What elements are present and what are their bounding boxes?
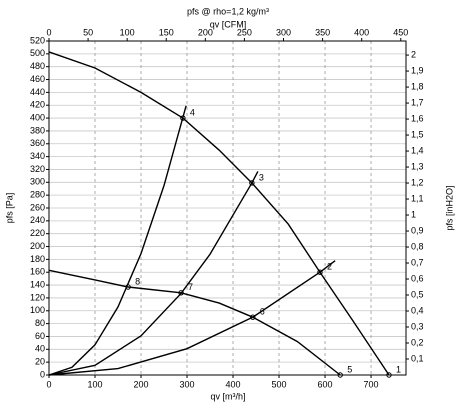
y2-tick-label: 0,4 <box>411 305 424 315</box>
y2-tick-label: 0,9 <box>411 225 424 235</box>
y-tick-label: 360 <box>30 138 45 148</box>
x2-tick-label: 100 <box>120 27 135 37</box>
y2-tick-label: 0,1 <box>411 353 424 363</box>
x2-tick-label: 0 <box>46 27 51 37</box>
y-tick-label: 120 <box>30 292 45 302</box>
y-axis-label: pfs [Pa] <box>4 193 14 224</box>
y-tick-label: 20 <box>35 357 45 367</box>
curve <box>48 269 341 376</box>
y-tick-label: 260 <box>30 202 45 212</box>
point-label: 2 <box>327 262 332 272</box>
x-tick-label: 100 <box>87 379 102 389</box>
operating-point <box>180 115 186 121</box>
curve <box>48 105 187 376</box>
y2-tick-label: 1,4 <box>411 145 424 155</box>
y-tick-label: 380 <box>30 125 45 135</box>
operating-point <box>250 314 256 320</box>
y2-tick-label: 1,6 <box>411 113 424 123</box>
y2-tick-label: 0,6 <box>411 273 424 283</box>
curve <box>48 51 390 376</box>
y-tick-label: 480 <box>30 61 45 71</box>
y-tick-label: 340 <box>30 151 45 161</box>
y2-tick-label: 0,3 <box>411 321 424 331</box>
x2-tick-label: 250 <box>237 27 252 37</box>
x-tick-label: 500 <box>272 379 287 389</box>
y-tick-label: 440 <box>30 87 45 97</box>
y-tick-label: 180 <box>30 254 45 264</box>
y-tick-label: 500 <box>30 48 45 58</box>
y2-tick-label: 1,7 <box>411 97 424 107</box>
operating-point <box>125 284 131 290</box>
y-tick-label: 520 <box>30 35 45 45</box>
x-axis-label: qv [m³/h] <box>210 391 245 401</box>
x2-tick-label: 450 <box>393 27 408 37</box>
y-tick-label: 40 <box>35 344 45 354</box>
plot-frame <box>48 40 407 376</box>
x-tick-label: 400 <box>226 379 241 389</box>
point-label: 1 <box>396 364 401 374</box>
chart-title: pfs @ rho=1,2 kg/m³ <box>187 6 269 16</box>
y-tick-label: 400 <box>30 112 45 122</box>
y-tick-label: 220 <box>30 228 45 238</box>
x2-axis-label: qv [CFM] <box>210 19 247 29</box>
x-tick-label: 200 <box>133 379 148 389</box>
y2-tick-label: 1,5 <box>411 129 424 139</box>
x-tick-label: 300 <box>179 379 194 389</box>
curve <box>48 171 259 376</box>
y2-tick-label: 1,3 <box>411 161 424 171</box>
y-tick-label: 160 <box>30 267 45 277</box>
y-tick-label: 200 <box>30 241 45 251</box>
y2-tick-label: 0,5 <box>411 289 424 299</box>
y-tick-label: 140 <box>30 279 45 289</box>
point-label: 4 <box>190 107 195 117</box>
y-tick-label: 280 <box>30 190 45 200</box>
x2-tick-label: 350 <box>315 27 330 37</box>
y2-axis-label: pfs [inH2O] <box>444 185 454 230</box>
operating-point <box>317 269 323 275</box>
y2-tick-label: 0,7 <box>411 257 424 267</box>
y-tick-label: 80 <box>35 318 45 328</box>
y2-tick-label: 1,2 <box>411 177 424 187</box>
y2-tick-label: 1 <box>411 209 416 219</box>
point-label: 6 <box>260 307 265 317</box>
y-tick-label: 100 <box>30 305 45 315</box>
y-tick-label: 460 <box>30 74 45 84</box>
operating-point <box>386 372 392 378</box>
y-tick-label: 0 <box>40 369 45 379</box>
y-tick-label: 60 <box>35 331 45 341</box>
y2-tick-label: 1,1 <box>411 193 424 203</box>
y-tick-label: 320 <box>30 164 45 174</box>
point-label: 7 <box>188 282 193 292</box>
operating-point <box>178 290 184 296</box>
x-tick-label: 0 <box>46 379 51 389</box>
operating-point <box>249 180 255 186</box>
point-label: 3 <box>259 172 264 182</box>
point-label: 5 <box>347 364 352 374</box>
x-tick-label: 600 <box>318 379 333 389</box>
y-tick-label: 300 <box>30 177 45 187</box>
operating-point <box>337 372 343 378</box>
y2-tick-label: 1,9 <box>411 65 424 75</box>
y2-tick-label: 0,2 <box>411 337 424 347</box>
x2-tick-label: 200 <box>198 27 213 37</box>
x2-tick-label: 50 <box>83 27 93 37</box>
curve <box>48 260 336 376</box>
y-tick-label: 420 <box>30 100 45 110</box>
y-tick-label: 240 <box>30 215 45 225</box>
x2-tick-label: 150 <box>159 27 174 37</box>
y2-tick-label: 0,8 <box>411 241 424 251</box>
x2-tick-label: 400 <box>354 27 369 37</box>
y2-tick-label: 1,8 <box>411 81 424 91</box>
point-label: 8 <box>135 276 140 286</box>
x-tick-label: 700 <box>364 379 379 389</box>
y2-tick-label: 2 <box>411 49 416 59</box>
x2-tick-label: 300 <box>276 27 291 37</box>
